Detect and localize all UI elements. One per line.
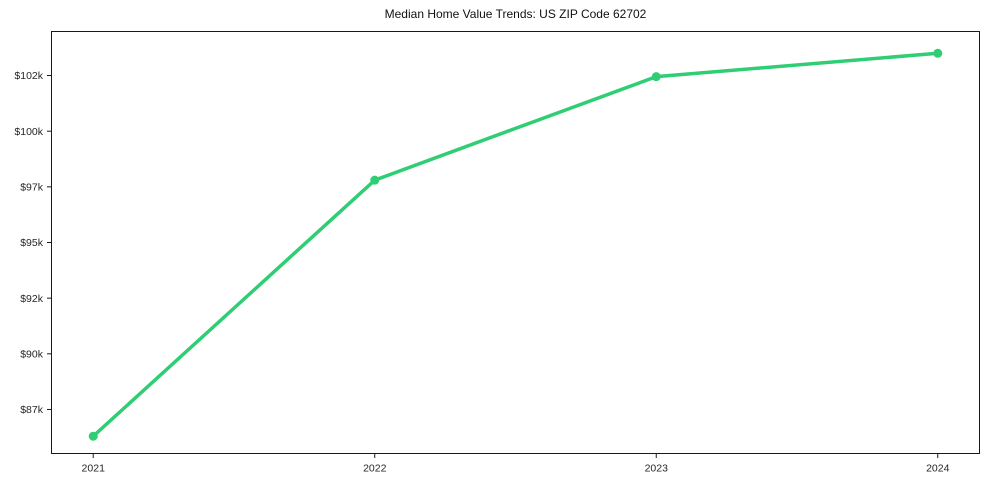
x-tick-label: 2022 xyxy=(363,463,387,475)
y-tick-label: $90k xyxy=(20,349,44,361)
x-tick-label: 2023 xyxy=(645,463,669,475)
y-tick-label: $95k xyxy=(20,237,44,249)
data-point xyxy=(370,175,380,185)
chart-title: Median Home Value Trends: US ZIP Code 62… xyxy=(384,7,647,21)
y-tick-label: $97k xyxy=(20,182,44,194)
data-point xyxy=(88,431,98,441)
y-tick-label: $100k xyxy=(14,126,43,138)
y-tick-label: $87k xyxy=(20,404,44,416)
data-point xyxy=(651,72,661,82)
data-point xyxy=(933,48,943,58)
plot-border xyxy=(51,31,980,454)
trend-line xyxy=(91,51,940,438)
x-tick-label: 2024 xyxy=(926,463,950,475)
x-tick-label: 2021 xyxy=(82,463,106,475)
y-tick-label: $102k xyxy=(14,70,43,82)
y-tick-label: $92k xyxy=(20,293,44,305)
